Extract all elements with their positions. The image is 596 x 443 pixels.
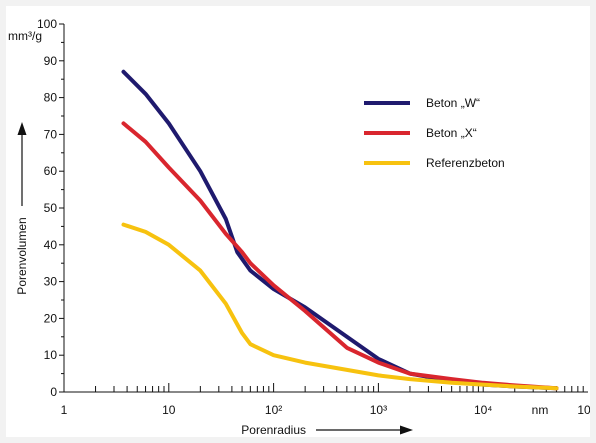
y-tick-label: 60 [44, 164, 58, 178]
x-axis-label: Porenradius [241, 423, 306, 437]
x-tick-label: 10² [265, 403, 282, 417]
x-axis-arrow-head [400, 425, 413, 435]
x-tick-label: 10 [577, 403, 590, 417]
y-tick-label: 80 [44, 91, 58, 105]
legend: Beton „W“ Beton „X“ Referenzbeton [364, 96, 505, 170]
legend-label-1: Beton „X“ [426, 126, 477, 140]
y-tick-label: 30 [44, 275, 58, 289]
y-tick-label: 100 [37, 17, 57, 31]
legend-label-0: Beton „W“ [426, 96, 480, 110]
series-line-1 [121, 121, 559, 391]
x-axis: 1 10 10² 10³ 10⁴ 10 nm [61, 383, 590, 417]
y-axis-arrow-head [17, 122, 27, 135]
y-tick-label: 90 [44, 54, 58, 68]
legend-label-2: Referenzbeton [426, 156, 505, 170]
x-tick-label: 1 [61, 403, 68, 417]
y-tick-label: 0 [50, 385, 57, 399]
axis-labels: Porenradius Porenvolumen [15, 122, 413, 437]
y-tick-label: 50 [44, 201, 58, 215]
y-tick-label: 10 [44, 348, 58, 362]
series-line-2 [121, 222, 559, 391]
x-tick-label: 10 [162, 403, 176, 417]
y-tick-label: 40 [44, 238, 58, 252]
y-tick-label: 70 [44, 127, 58, 141]
y-axis-label: Porenvolumen [15, 217, 29, 294]
x-tick-label: 10⁴ [474, 403, 493, 417]
y-unit-label: mm³/g [8, 29, 42, 43]
x-tick-label: 10³ [370, 403, 387, 417]
y-tick-label: 20 [44, 311, 58, 325]
x-unit-label: nm [532, 403, 549, 417]
chart-figure: 0 10 20 30 40 50 60 70 80 90 100 mm³/g 1 10 10² 10³ 10⁴… [6, 6, 590, 437]
series-lines [121, 69, 559, 391]
